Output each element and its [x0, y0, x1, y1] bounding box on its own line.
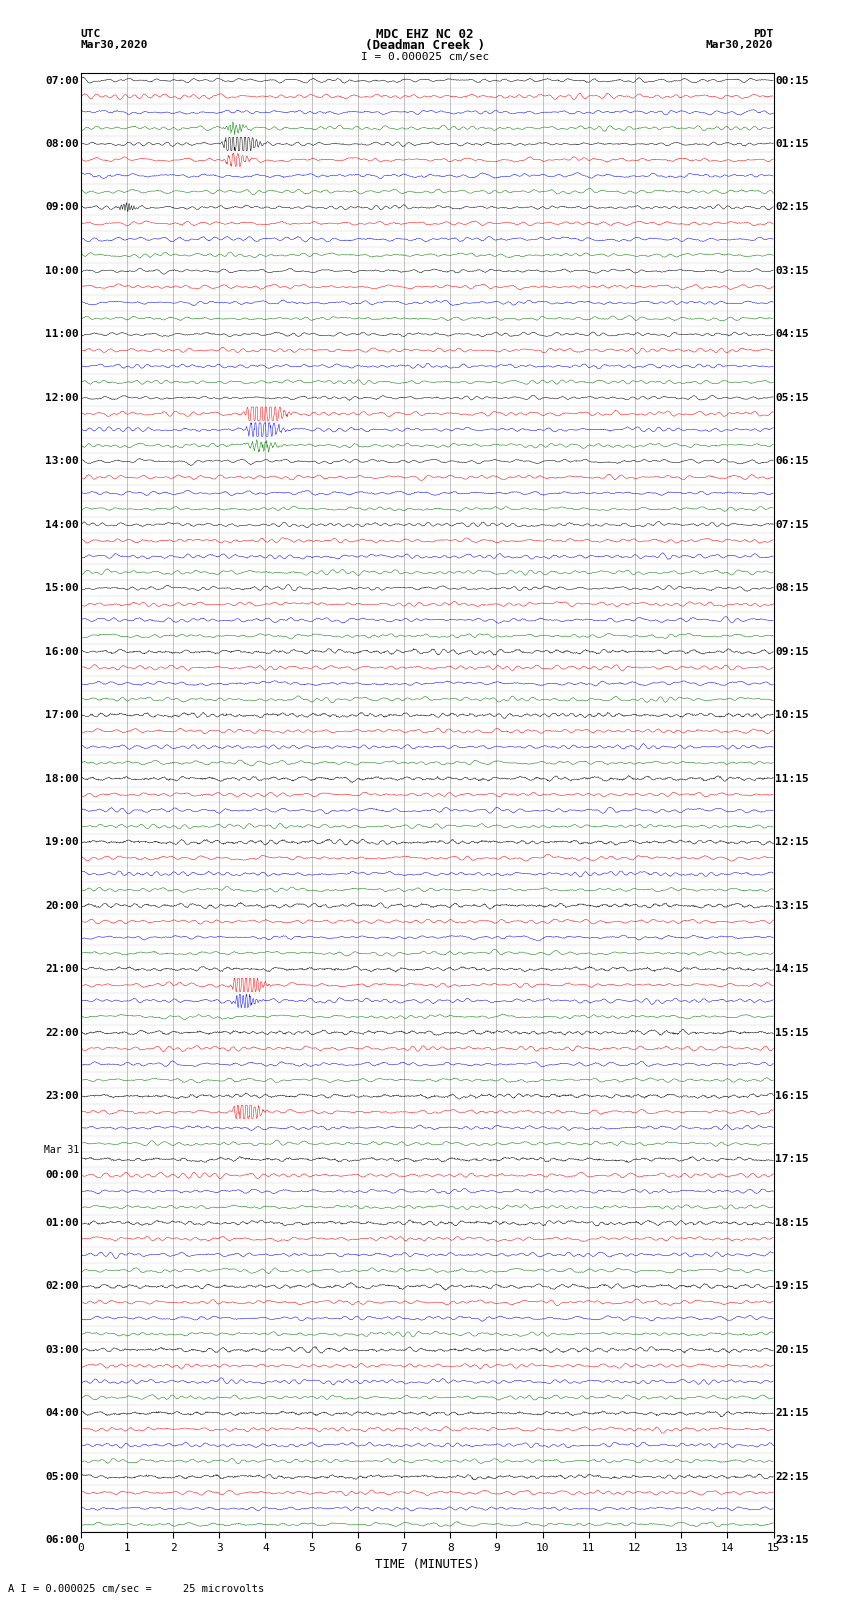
Text: 11:15: 11:15: [775, 774, 809, 784]
Text: 17:15: 17:15: [775, 1155, 809, 1165]
Text: 03:15: 03:15: [775, 266, 809, 276]
Text: 11:00: 11:00: [45, 329, 79, 339]
Text: 10:15: 10:15: [775, 710, 809, 719]
Text: 09:15: 09:15: [775, 647, 809, 656]
Text: 02:00: 02:00: [45, 1281, 79, 1292]
Text: A I = 0.000025 cm/sec =     25 microvolts: A I = 0.000025 cm/sec = 25 microvolts: [8, 1584, 264, 1594]
Text: 17:00: 17:00: [45, 710, 79, 719]
Text: 21:15: 21:15: [775, 1408, 809, 1418]
Text: 18:00: 18:00: [45, 774, 79, 784]
Text: 19:15: 19:15: [775, 1281, 809, 1292]
Text: I = 0.000025 cm/sec: I = 0.000025 cm/sec: [361, 52, 489, 61]
Text: 20:00: 20:00: [45, 900, 79, 911]
Text: 13:00: 13:00: [45, 456, 79, 466]
Text: 16:00: 16:00: [45, 647, 79, 656]
Text: 05:15: 05:15: [775, 394, 809, 403]
Text: 10:00: 10:00: [45, 266, 79, 276]
Text: 03:00: 03:00: [45, 1345, 79, 1355]
Text: 04:15: 04:15: [775, 329, 809, 339]
Text: 22:15: 22:15: [775, 1471, 809, 1482]
Text: 08:15: 08:15: [775, 584, 809, 594]
Text: MDC EHZ NC 02: MDC EHZ NC 02: [377, 27, 473, 42]
Text: 05:00: 05:00: [45, 1471, 79, 1482]
Text: 09:00: 09:00: [45, 203, 79, 213]
Text: 23:15: 23:15: [775, 1536, 809, 1545]
Text: 23:00: 23:00: [45, 1090, 79, 1102]
Text: 07:00: 07:00: [45, 76, 79, 85]
Text: 14:00: 14:00: [45, 519, 79, 529]
Text: PDT: PDT: [753, 29, 774, 39]
Text: 16:15: 16:15: [775, 1090, 809, 1102]
Text: 08:00: 08:00: [45, 139, 79, 148]
Text: 19:00: 19:00: [45, 837, 79, 847]
Text: 02:15: 02:15: [775, 203, 809, 213]
Text: 12:15: 12:15: [775, 837, 809, 847]
Text: 04:00: 04:00: [45, 1408, 79, 1418]
Text: (Deadman Creek ): (Deadman Creek ): [365, 39, 485, 53]
Text: 01:00: 01:00: [45, 1218, 79, 1227]
Text: Mar 31: Mar 31: [44, 1145, 79, 1155]
Text: UTC: UTC: [81, 29, 101, 39]
Text: 15:00: 15:00: [45, 584, 79, 594]
Text: 21:00: 21:00: [45, 965, 79, 974]
Text: 14:15: 14:15: [775, 965, 809, 974]
Text: 00:00: 00:00: [45, 1171, 79, 1181]
Text: 18:15: 18:15: [775, 1218, 809, 1227]
Text: 13:15: 13:15: [775, 900, 809, 911]
Text: 06:15: 06:15: [775, 456, 809, 466]
Text: 06:00: 06:00: [45, 1536, 79, 1545]
Text: 07:15: 07:15: [775, 519, 809, 529]
Text: Mar30,2020: Mar30,2020: [81, 40, 148, 50]
Text: 12:00: 12:00: [45, 394, 79, 403]
Text: 20:15: 20:15: [775, 1345, 809, 1355]
Text: 00:15: 00:15: [775, 76, 809, 85]
Text: Mar30,2020: Mar30,2020: [706, 40, 774, 50]
Text: 01:15: 01:15: [775, 139, 809, 148]
Text: 15:15: 15:15: [775, 1027, 809, 1037]
Text: 22:00: 22:00: [45, 1027, 79, 1037]
X-axis label: TIME (MINUTES): TIME (MINUTES): [375, 1558, 479, 1571]
